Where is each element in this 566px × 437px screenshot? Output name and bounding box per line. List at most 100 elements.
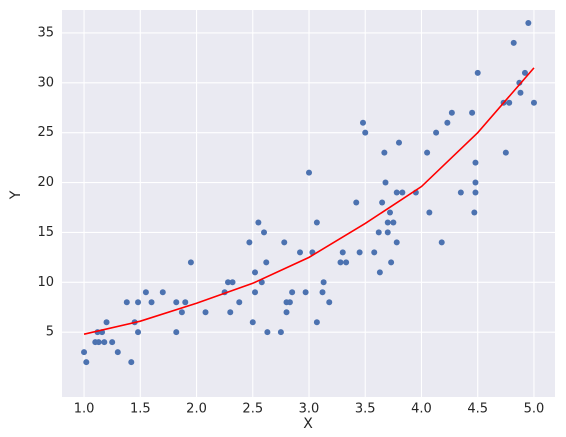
point xyxy=(249,319,256,326)
point xyxy=(382,179,389,186)
point xyxy=(472,159,479,166)
point xyxy=(337,259,344,266)
point xyxy=(202,309,209,316)
point xyxy=(376,269,383,276)
point xyxy=(379,199,386,206)
x-tick-label: 4.0 xyxy=(411,402,432,417)
point xyxy=(297,249,304,256)
point xyxy=(424,149,431,156)
y-tick-label: 25 xyxy=(37,125,54,140)
point xyxy=(472,189,479,196)
point xyxy=(263,259,270,266)
point xyxy=(469,109,476,116)
point xyxy=(390,219,397,226)
point xyxy=(375,229,382,236)
point xyxy=(114,349,121,356)
y-tick-label: 5 xyxy=(46,325,54,340)
point xyxy=(384,219,391,226)
point xyxy=(393,239,400,246)
x-tick-label: 3.5 xyxy=(355,402,376,417)
point xyxy=(371,249,378,256)
point xyxy=(313,219,320,226)
point xyxy=(444,119,451,126)
point xyxy=(426,209,433,216)
x-tick-label: 1.0 xyxy=(74,402,95,417)
point xyxy=(472,179,479,186)
point xyxy=(306,169,313,176)
point xyxy=(326,299,333,306)
point xyxy=(362,129,369,136)
point xyxy=(438,239,445,246)
point xyxy=(182,299,189,306)
x-tick-label: 3.0 xyxy=(299,402,320,417)
point xyxy=(313,319,320,326)
x-axis-label: X xyxy=(303,416,313,432)
fit-line xyxy=(83,67,535,335)
point xyxy=(103,319,110,326)
point xyxy=(457,189,464,196)
point xyxy=(178,309,185,316)
y-tick-label: 15 xyxy=(37,225,54,240)
point xyxy=(135,329,142,336)
point xyxy=(83,359,90,366)
point xyxy=(142,289,149,296)
point xyxy=(246,239,253,246)
point xyxy=(187,259,194,266)
point xyxy=(388,259,395,266)
point xyxy=(359,119,366,126)
point xyxy=(123,299,130,306)
point xyxy=(264,329,271,336)
point xyxy=(399,189,406,196)
point xyxy=(289,289,296,296)
point xyxy=(81,349,88,356)
point xyxy=(252,269,259,276)
point xyxy=(101,339,108,346)
y-tick-label: 20 xyxy=(37,175,54,190)
point xyxy=(521,69,528,76)
point xyxy=(384,229,391,236)
y-axis-label: Y xyxy=(8,190,24,200)
point xyxy=(229,279,236,286)
point xyxy=(525,19,532,26)
point xyxy=(261,229,268,236)
point xyxy=(258,279,265,286)
x-tick-label: 2.0 xyxy=(186,402,207,417)
point xyxy=(236,299,243,306)
point xyxy=(433,129,440,136)
x-tick-label: 1.5 xyxy=(130,402,151,417)
x-tick-label: 4.5 xyxy=(467,402,488,417)
x-tick-label: 2.5 xyxy=(242,402,263,417)
y-tick-label: 10 xyxy=(37,275,54,290)
point xyxy=(320,279,327,286)
point xyxy=(95,339,102,346)
point xyxy=(225,279,232,286)
point xyxy=(386,209,393,216)
point xyxy=(510,39,517,46)
point xyxy=(252,289,259,296)
point xyxy=(353,199,360,206)
point xyxy=(277,329,284,336)
point xyxy=(502,149,509,156)
y-tick-label: 30 xyxy=(37,75,54,90)
point xyxy=(319,289,326,296)
point xyxy=(109,339,116,346)
point xyxy=(506,99,513,106)
point xyxy=(343,259,350,266)
point xyxy=(393,189,400,196)
point xyxy=(516,79,523,86)
point xyxy=(281,239,288,246)
point xyxy=(173,329,180,336)
point xyxy=(283,309,290,316)
point xyxy=(381,149,388,156)
point xyxy=(474,69,481,76)
point xyxy=(395,139,402,146)
point xyxy=(302,289,309,296)
point xyxy=(530,99,537,106)
point xyxy=(159,289,166,296)
point xyxy=(148,299,155,306)
point xyxy=(255,219,262,226)
point xyxy=(356,249,363,256)
point xyxy=(286,299,293,306)
